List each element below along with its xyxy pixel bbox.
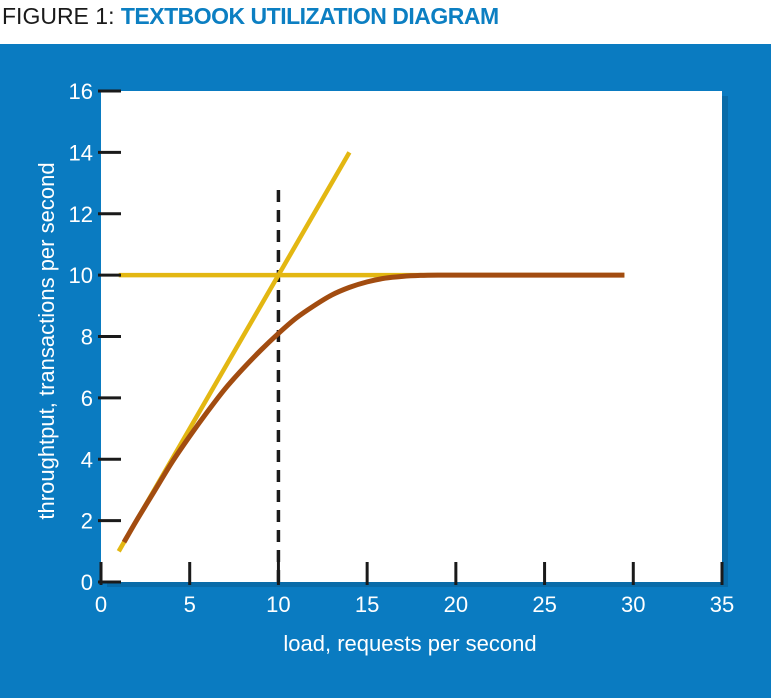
plot-area — [101, 91, 722, 582]
y-tick-label-6: 6 — [81, 386, 93, 411]
y-tick-label-16: 16 — [69, 79, 93, 104]
x-tick-label-10: 10 — [266, 592, 290, 617]
y-tick-label-14: 14 — [69, 140, 93, 165]
y-tick-label-4: 4 — [81, 447, 93, 472]
x-axis-label: load, requests per second — [283, 631, 536, 656]
x-tick-label-25: 25 — [532, 592, 556, 617]
figure-header: FIGURE 1: TEXTBOOK UTILIZATION DIAGRAM — [0, 0, 771, 44]
x-tick-label-5: 5 — [184, 592, 196, 617]
x-tick-label-15: 15 — [355, 592, 379, 617]
x-tick-label-20: 20 — [444, 592, 468, 617]
x-tick-label-0: 0 — [95, 592, 107, 617]
y-tick-label-10: 10 — [69, 263, 93, 288]
figure-title-text: TEXTBOOK UTILIZATION DIAGRAM — [120, 3, 499, 29]
figure-number: FIGURE 1: — [2, 3, 121, 29]
y-tick-label-0: 0 — [81, 570, 93, 595]
x-tick-label-35: 35 — [710, 592, 734, 617]
y-axis-label: throughtput, transactions per second — [34, 162, 59, 519]
x-tick-label-30: 30 — [621, 592, 645, 617]
series-layer — [116, 151, 625, 582]
series-throughput — [121, 272, 625, 544]
axis-layer: 0 2 4 6 8 10 12 14 16 0 5 10 15 20 25 30 35 — [69, 79, 735, 617]
y-tick-label-12: 12 — [69, 202, 93, 227]
y-tick-label-8: 8 — [81, 325, 93, 350]
figure-title: FIGURE 1: TEXTBOOK UTILIZATION DIAGRAM — [2, 2, 499, 30]
y-tick-label-2: 2 — [81, 509, 93, 534]
